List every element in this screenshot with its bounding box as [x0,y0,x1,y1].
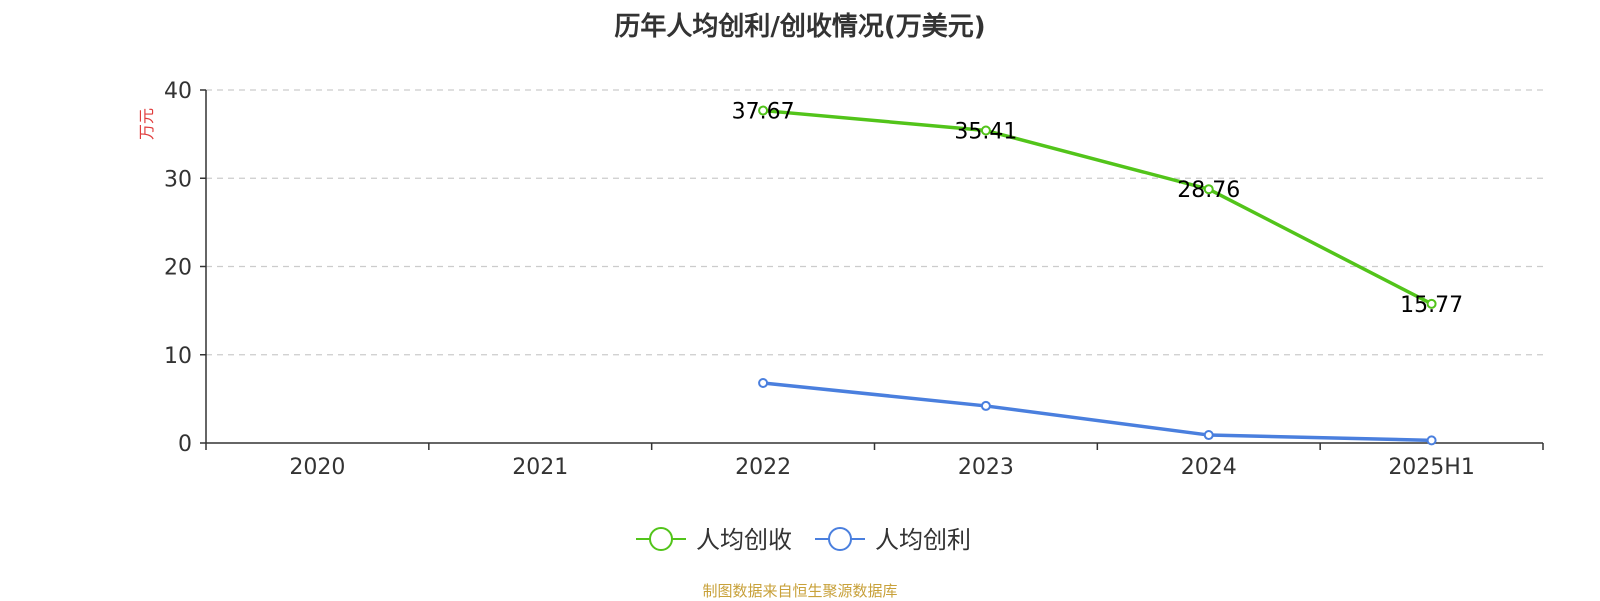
source-note: 制图数据来自恒生聚源数据库 [702,582,898,600]
y-tick-label: 0 [178,432,192,457]
legend: 人均创收 人均创利 [636,526,971,554]
legend-label-1: 人均创利 [875,526,971,554]
data-label: 15.77 [1400,293,1463,318]
series [758,105,1437,446]
x-tick-label: 2021 [512,455,568,480]
y-tick-label: 10 [164,344,192,369]
grid-lines [206,89,1543,356]
x-tick-label: 2025H1 [1388,455,1475,480]
series-line-0 [762,108,1433,306]
data-point [1203,184,1214,195]
legend-marker-1 [828,527,852,551]
data-labels: 37.67 35.41 28.76 15.77 [732,100,1463,318]
x-tick-label: 2020 [289,455,345,480]
x-tick-label: 2022 [735,455,791,480]
y-tick-label: 20 [164,256,192,281]
chart-title: 历年人均创利/创收情况(万美元) [614,12,986,42]
data-point [758,105,769,116]
y-axis-label: 万元 [137,108,156,140]
data-label: 28.76 [1177,178,1240,203]
y-tick-label: 30 [164,167,192,192]
y-tick-label: 40 [164,79,192,104]
data-point [980,125,991,136]
x-tick-label: 2024 [1181,455,1237,480]
series-line-1 [762,381,1432,443]
data-point [980,400,991,411]
data-label: 37.67 [732,100,795,125]
data-point [1426,435,1437,446]
data-point [758,377,769,388]
legend-marker-0 [649,527,673,551]
data-label: 35.41 [954,120,1017,145]
legend-label-0: 人均创收 [696,526,792,554]
axes: 0 10 20 30 40 2020 2021 2022 2023 2024 2025H1 万元 [137,79,1544,480]
data-point [1203,430,1214,441]
x-tick-label: 2023 [958,455,1014,480]
data-point [1426,298,1437,309]
